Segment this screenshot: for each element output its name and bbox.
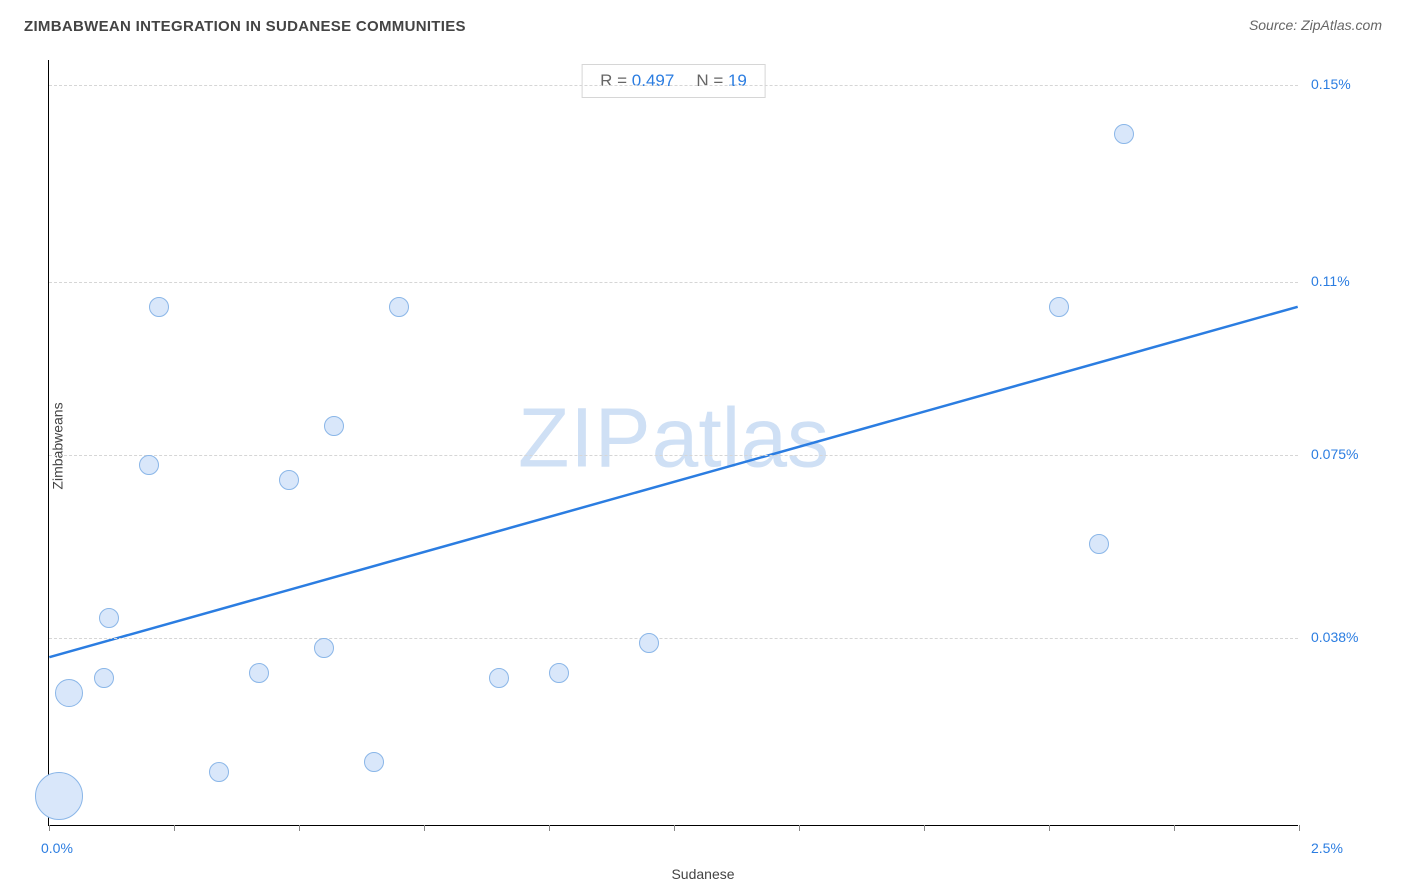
stat-n-value: 19 [728, 71, 747, 90]
scatter-point [1049, 297, 1069, 317]
x-tick [1049, 825, 1050, 831]
scatter-point [489, 668, 509, 688]
scatter-point [364, 752, 384, 772]
x-min-label: 0.0% [41, 840, 73, 856]
scatter-point [324, 416, 344, 436]
x-max-label: 2.5% [1311, 840, 1343, 856]
gridline [49, 455, 1298, 456]
scatter-point [639, 633, 659, 653]
stat-n: N = 19 [696, 71, 747, 91]
y-tick-label: 0.038% [1311, 629, 1358, 645]
gridline [49, 638, 1298, 639]
scatter-point [35, 772, 83, 820]
scatter-point [99, 608, 119, 628]
stats-box: R = 0.497 N = 19 [581, 64, 766, 98]
trend-line-svg [49, 60, 1298, 825]
scatter-point [389, 297, 409, 317]
y-tick-label: 0.11% [1311, 273, 1350, 289]
stat-n-label: N = [696, 71, 728, 90]
x-tick [549, 825, 550, 831]
scatter-point [1089, 534, 1109, 554]
x-tick [1174, 825, 1175, 831]
chart-title: ZIMBABWEAN INTEGRATION IN SUDANESE COMMU… [24, 18, 466, 35]
x-tick [49, 825, 50, 831]
x-tick [424, 825, 425, 831]
watermark: ZIPatlas [518, 389, 829, 486]
y-tick-label: 0.15% [1311, 76, 1351, 92]
gridline [49, 282, 1298, 283]
scatter-point [549, 663, 569, 683]
scatter-point [314, 638, 334, 658]
x-tick [924, 825, 925, 831]
plot-area: ZIPatlas R = 0.497 N = 19 0.038%0.075%0.… [48, 60, 1298, 826]
scatter-point [1114, 124, 1134, 144]
y-tick-label: 0.075% [1311, 446, 1358, 462]
scatter-point [55, 679, 83, 707]
trend-line [49, 307, 1297, 657]
x-tick [674, 825, 675, 831]
scatter-point [279, 470, 299, 490]
watermark-atlas: atlas [652, 390, 829, 484]
watermark-zip: ZIP [518, 390, 652, 484]
stat-r-label: R = [600, 71, 632, 90]
scatter-point [209, 762, 229, 782]
scatter-point [149, 297, 169, 317]
x-axis-label: Sudanese [671, 866, 734, 882]
source-label: Source: ZipAtlas.com [1249, 17, 1382, 33]
x-tick [1299, 825, 1300, 831]
scatter-point [249, 663, 269, 683]
x-tick [299, 825, 300, 831]
x-tick [799, 825, 800, 831]
scatter-point [139, 455, 159, 475]
stat-r-value: 0.497 [632, 71, 675, 90]
x-tick [174, 825, 175, 831]
scatter-point [94, 668, 114, 688]
stat-r: R = 0.497 [600, 71, 674, 91]
gridline [49, 85, 1298, 86]
